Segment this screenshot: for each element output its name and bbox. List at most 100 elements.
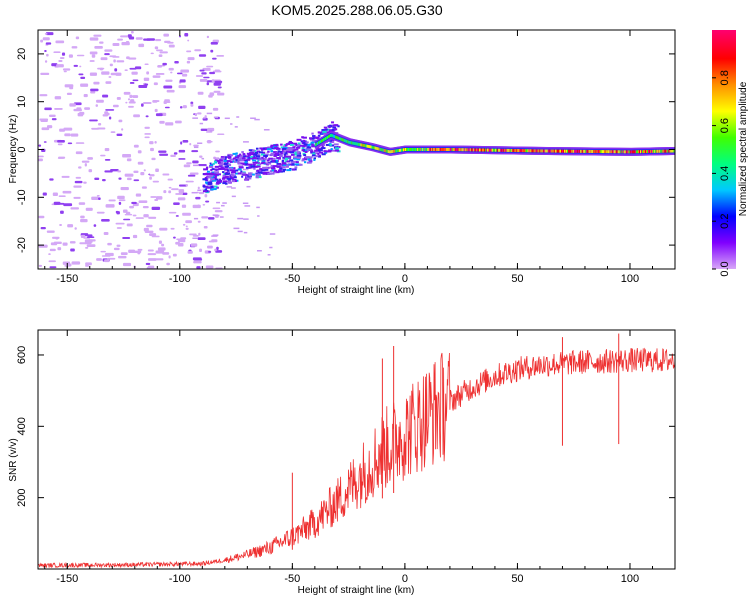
signal-cell [213, 173, 218, 176]
noise-blob [163, 100, 167, 105]
noise-blob [85, 265, 90, 267]
noise-blob [44, 32, 48, 35]
signal-cell [250, 165, 256, 168]
signal-cell [270, 167, 276, 170]
noise-blob [62, 261, 71, 265]
noise-blob [140, 172, 145, 176]
signal-cell [299, 163, 303, 166]
noise-blob [165, 101, 171, 104]
signal-cell [207, 186, 212, 189]
signal-cell [276, 165, 281, 168]
noise-blob [151, 206, 161, 211]
signal-cell [271, 147, 276, 150]
noise-blob [93, 34, 102, 37]
noise-blob [49, 114, 56, 118]
noise-blob [162, 62, 167, 66]
noise-blob [58, 195, 66, 197]
noise-blob [256, 250, 262, 252]
noise-blob [62, 242, 68, 246]
noise-blob [175, 241, 180, 245]
signal-cell [301, 159, 305, 162]
x-tick-label: -150 [56, 573, 78, 585]
signal-cell [292, 156, 298, 159]
noise-blob [215, 250, 223, 253]
noise-blob [182, 105, 187, 109]
signal-cell [270, 170, 273, 173]
noise-blob [112, 104, 119, 108]
signal-cell [295, 161, 299, 164]
signal-cell [210, 173, 215, 176]
noise-blob [137, 150, 142, 154]
x-tick-label: 0 [402, 573, 408, 585]
signal-cell [267, 146, 272, 149]
noise-blob [117, 195, 125, 200]
signal-cell [263, 154, 268, 157]
noise-blob [115, 210, 119, 214]
x-tick-label: 100 [621, 573, 639, 585]
noise-blob [209, 92, 215, 96]
noise-blob [230, 123, 233, 125]
signal-cell [311, 132, 314, 135]
x-tick-label: -150 [56, 273, 78, 285]
signal-cell [237, 158, 241, 161]
noise-blob [144, 133, 151, 135]
signal-cell [260, 148, 264, 151]
noise-blob [61, 52, 66, 56]
signal-cell [317, 131, 321, 134]
noise-blob [101, 71, 110, 75]
noise-blob [191, 150, 199, 153]
noise-blob [150, 147, 154, 152]
signal-cell [289, 143, 294, 146]
noise-blob [186, 162, 192, 165]
signal-cell [219, 167, 225, 170]
signal-cell [321, 153, 326, 156]
signal-cell [241, 173, 245, 176]
signal-cell [210, 164, 214, 167]
noise-blob [143, 169, 146, 172]
noise-blob [179, 184, 188, 187]
colorbar-tick-label: 0.0 [719, 261, 731, 276]
signal-cell [261, 156, 264, 159]
noise-blob [212, 57, 217, 60]
signal-cell [313, 157, 316, 160]
noise-blob [162, 173, 170, 176]
noise-blob [116, 227, 122, 229]
signal-cell [261, 151, 266, 154]
signal-cell [332, 126, 337, 129]
signal-cell [272, 165, 275, 168]
noise-blob [168, 211, 177, 214]
noise-blob [138, 85, 148, 89]
noise-blob [38, 155, 44, 158]
signal-cell [285, 156, 290, 159]
noise-blob [80, 83, 89, 87]
snr-panel: -150 -100 -50 0 50 100 200 400 600 Height of str… [8, 329, 676, 596]
noise-blob [46, 125, 53, 129]
signal-cell [246, 158, 250, 161]
noise-blob [74, 180, 83, 184]
noise-blob [201, 157, 205, 160]
signal-cell [214, 171, 219, 174]
noise-blob [73, 185, 82, 188]
noise-blob [158, 150, 167, 153]
signal-cell [234, 172, 239, 175]
noise-blob [132, 95, 139, 99]
signal-cell [240, 170, 243, 173]
noise-blob [197, 112, 202, 115]
noise-blob [49, 266, 57, 269]
signal-cell [222, 182, 227, 185]
signal-cell [328, 129, 334, 132]
signal-cell [226, 169, 230, 172]
signal-cell [276, 153, 280, 156]
signal-cell [245, 155, 250, 158]
noise-blob [104, 159, 111, 161]
noise-blob [214, 210, 223, 213]
noise-blob [222, 202, 227, 204]
signal-cell [311, 143, 314, 146]
signal-cell [277, 164, 282, 167]
noise-blob [74, 227, 77, 230]
noise-blob [215, 150, 220, 153]
noise-blob [94, 46, 103, 49]
signal-cell [289, 159, 294, 162]
signal-cell [221, 177, 226, 180]
noise-blob [85, 207, 93, 211]
